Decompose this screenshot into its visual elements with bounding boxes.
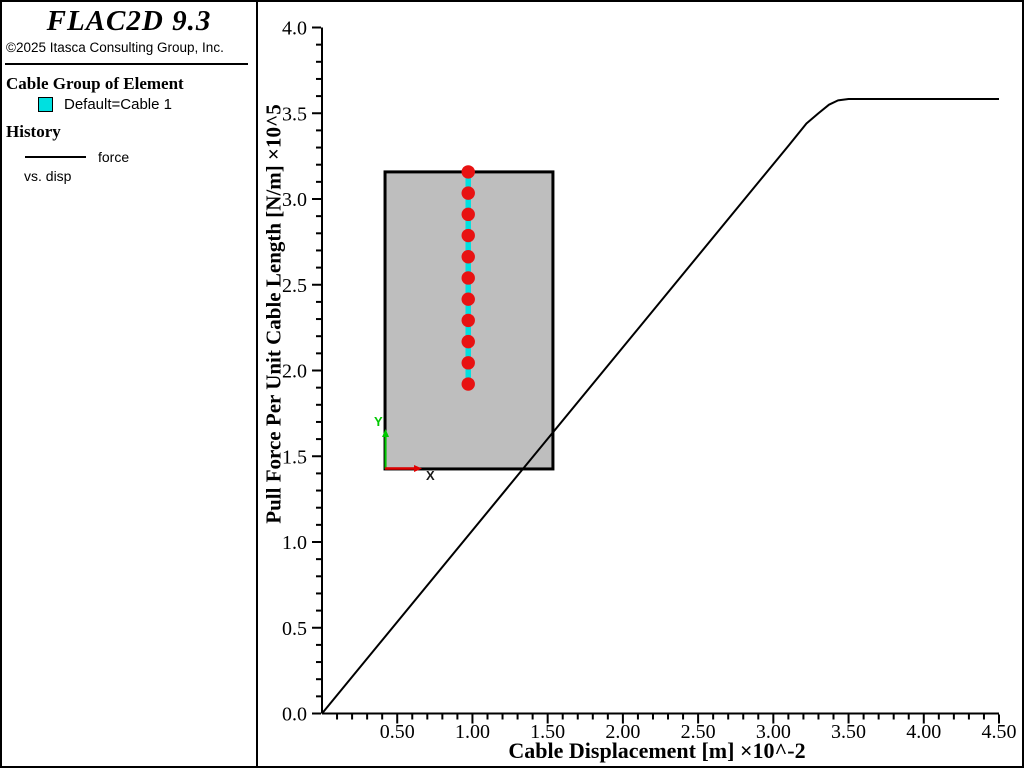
cable-node <box>461 271 475 285</box>
cable-node <box>461 207 475 222</box>
triad-y-arrowhead <box>382 428 390 437</box>
legend-item-cable1: Default=Cable 1 <box>38 96 256 113</box>
x-tick-label: 2.00 <box>605 721 640 743</box>
y-tick-label: 2.0 <box>282 361 307 383</box>
x-tick-label: 3.00 <box>756 721 791 743</box>
x-tick-label: 3.50 <box>831 721 866 743</box>
triad-x-label: X <box>426 468 435 483</box>
y-tick-label: 1.0 <box>282 532 307 554</box>
app-title: FLAC2D 9.3 <box>46 5 212 37</box>
history-heading: History <box>6 122 61 141</box>
y-tick-label: 2.5 <box>282 275 307 297</box>
legend-sidebar: FLAC2D 9.3 ©2025 Itasca Consulting Group… <box>2 2 258 766</box>
history-line-sample-icon <box>25 156 86 158</box>
y-tick-label: 0.5 <box>282 618 307 640</box>
cable-node <box>461 228 475 243</box>
x-tick-label: 4.50 <box>982 721 1017 743</box>
cable-node <box>461 377 475 391</box>
cable-node <box>461 250 475 264</box>
cable-node <box>461 165 475 179</box>
x-tick-label: 0.50 <box>380 721 415 743</box>
y-tick-label: 3.0 <box>282 189 307 211</box>
x-tick-label: 1.50 <box>530 721 565 743</box>
cable-node <box>461 292 475 306</box>
triad-x-arrowhead <box>414 464 423 472</box>
y-tick-label: 0.0 <box>282 704 307 726</box>
triad-y-label: Y <box>374 414 383 429</box>
cable-node <box>461 334 475 349</box>
x-tick-label: 1.00 <box>455 721 490 743</box>
history-entry-label2: vs. disp <box>24 168 72 184</box>
y-tick-label: 4.0 <box>282 18 307 40</box>
cable-node <box>461 356 475 370</box>
x-axis-title: Cable Displacement [m] ×10^-2 <box>508 738 806 763</box>
cable1-label: Default=Cable 1 <box>64 96 172 113</box>
y-axis-title: Pull Force Per Unit Cable Length [N/m] ×… <box>261 104 286 524</box>
sidebar-divider <box>5 63 248 65</box>
cable-node <box>461 313 475 328</box>
history-entry-label: force <box>98 149 130 165</box>
force-displacement-curve <box>321 98 999 715</box>
cable-group-heading: Cable Group of Element <box>6 74 184 93</box>
copyright-text: ©2025 Itasca Consulting Group, Inc. <box>6 40 224 55</box>
x-tick-label: 2.50 <box>681 721 716 743</box>
y-tick-label: 1.5 <box>282 446 307 468</box>
y-tick-label: 3.5 <box>282 103 307 125</box>
history-entry: force <box>25 149 256 165</box>
x-tick-label: 4.00 <box>906 721 941 743</box>
cable1-color-swatch <box>38 97 53 112</box>
cable-node <box>461 186 475 200</box>
